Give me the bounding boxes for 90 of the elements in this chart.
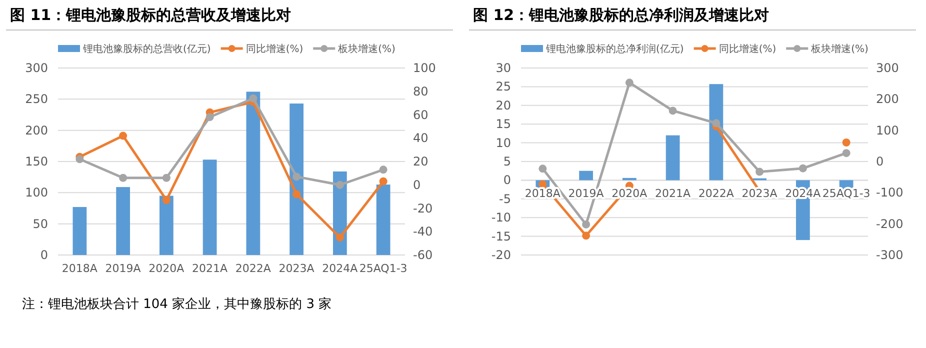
point [119,132,128,140]
bar [579,170,593,180]
x-tick-label: 2023A [742,187,778,200]
y2-tick-label: 300 [876,61,899,75]
y-tick-label: 100 [25,186,48,200]
chart-title: 图 11：锂电池豫股标的总营收及增速比对 [10,6,292,24]
bar [159,196,174,255]
y2-tick-label: -200 [876,216,904,231]
bar [666,135,680,180]
y-tick-label: 15 [496,117,511,132]
y2-tick-label: 40 [413,131,428,146]
point [379,166,388,174]
y2-tick-label: -300 [876,248,904,262]
y-tick-label: -15 [491,229,511,244]
point [379,177,388,186]
point [842,138,850,146]
y-tick-label: 20 [496,98,511,112]
y-tick-label: 150 [25,154,48,168]
x-tick-label: 25AQ1-3 [359,262,408,275]
point [292,172,301,181]
legend-label: 同比增速(%) [246,43,304,55]
point [162,196,170,204]
point [582,220,590,228]
x-tick-label: 2024A [322,262,358,275]
x-tick-label: 25AQ1-3 [822,187,870,200]
y2-tick-label: -60 [413,248,433,262]
legend-label: 锂电池豫股标的总营收(亿元) [82,43,211,55]
point [842,149,850,158]
y2-tick-label: -40 [413,224,433,239]
y2-tick-label: 200 [876,92,899,106]
chart-title: 图 12：锂电池豫股标的总净利润及增速比对 [473,6,770,24]
point [292,190,301,198]
y-tick-label: -5 [499,192,511,206]
y2-tick-label: 20 [413,154,428,168]
bar [709,84,724,180]
x-tick-label: 2022A [235,262,272,275]
y-tick-label: 30 [496,61,511,75]
x-tick-label: 2019A [568,187,604,200]
legend-label: 锂电池豫股标的总净利润(亿元) [545,43,684,55]
y2-tick-label: 0 [876,154,884,168]
point [538,164,547,173]
point [162,174,170,182]
legend-label: 同比增速(%) [718,43,776,55]
bar [202,160,217,255]
x-tick-label: 2019A [105,262,142,275]
legend-label: 板块增速(%) [810,43,869,55]
point [625,78,634,87]
x-tick-label: 2018A [62,262,98,275]
x-tick-label: 2021A [655,187,692,200]
bar [246,92,260,255]
y2-tick-label: 0 [413,178,421,192]
y2-tick-label: 100 [876,123,899,138]
bar [290,104,304,255]
point [668,106,677,115]
y2-tick-label: 80 [413,84,428,98]
y-tick-label: 0 [40,248,48,262]
point [336,233,344,242]
y2-tick-label: 60 [413,108,428,122]
y-tick-label: 10 [496,136,511,150]
point [76,155,84,164]
bar [116,187,130,255]
y-tick-label: 25 [496,80,511,94]
text: 注：锂电池板块合计 104 家企业，其中豫股标的 3 家 [22,296,332,312]
point [756,168,764,176]
point [336,180,344,189]
x-tick-label: 2021A [192,262,228,275]
point [249,94,258,102]
point [582,232,590,240]
legend-label: 板块增速(%) [337,43,396,55]
y-tick-label: 200 [25,123,48,138]
y-tick-label: 50 [32,216,48,231]
y-tick-label: 250 [25,92,48,106]
x-tick-label: 2023A [278,262,315,275]
y2-tick-label: 100 [413,61,436,75]
point [712,119,720,128]
bar [622,178,636,180]
y-tick-label: 0 [503,173,511,188]
bar [72,207,87,255]
point [798,164,807,172]
y-tick-label: 5 [503,154,511,168]
bar [376,184,390,255]
x-tick-label: 2022A [698,187,734,200]
y2-tick-label: -100 [876,186,904,200]
point [206,113,214,122]
y-tick-label: -20 [491,248,511,262]
y2-tick-label: -20 [413,201,433,216]
point [119,174,128,182]
x-tick-label: 2020A [148,262,185,275]
y-tick-label: -10 [491,210,511,225]
y-tick-label: 300 [25,61,48,75]
